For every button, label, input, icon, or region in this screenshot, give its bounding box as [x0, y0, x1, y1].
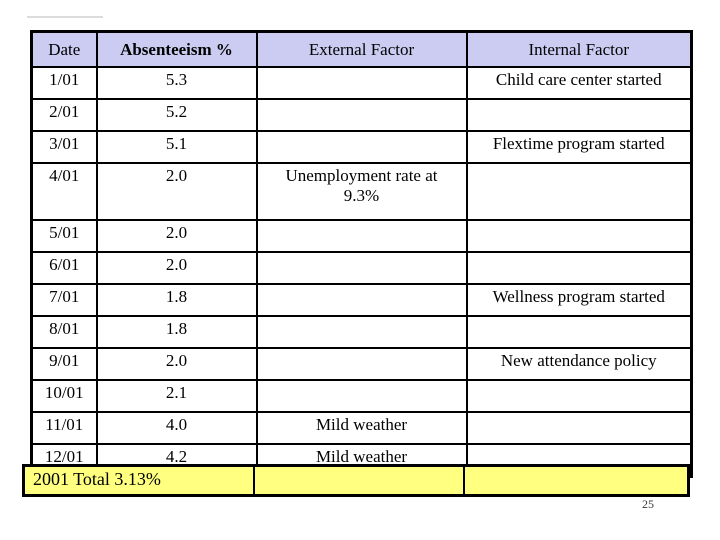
total-label: 2001 Total 3.13% — [25, 467, 255, 494]
header-cell-date: Date — [30, 30, 98, 68]
table-row: 3/01 5.1 Flextime program started — [30, 130, 693, 164]
cell-internal-factor: Child care center started — [465, 66, 693, 100]
cell-external-factor — [255, 130, 468, 164]
cell-absenteeism: 2.1 — [95, 379, 258, 413]
cell-external-factor — [255, 379, 468, 413]
cell-external-factor — [255, 98, 468, 132]
total-row: 2001 Total 3.13% — [22, 464, 690, 497]
cell-external-factor — [255, 66, 468, 100]
table-row: 11/01 4.0 Mild weather — [30, 411, 693, 445]
cell-date: 8/01 — [30, 315, 98, 349]
header-cell-internal-factor: Internal Factor — [465, 30, 693, 68]
cell-date: 5/01 — [30, 219, 98, 253]
cell-date: 2/01 — [30, 98, 98, 132]
cell-absenteeism: 1.8 — [95, 315, 258, 349]
cell-internal-factor — [465, 379, 693, 413]
table-header-row: Date Absenteeism % External Factor Inter… — [30, 30, 693, 68]
cell-absenteeism: 2.0 — [95, 162, 258, 221]
cell-absenteeism: 2.0 — [95, 347, 258, 381]
cell-external-factor: Unemployment rate at 9.3% — [255, 162, 468, 221]
cell-absenteeism: 1.8 — [95, 283, 258, 317]
cell-internal-factor — [465, 315, 693, 349]
total-internal-cell — [465, 467, 687, 494]
table-row: 9/01 2.0 New attendance policy — [30, 347, 693, 381]
cell-absenteeism: 2.0 — [95, 219, 258, 253]
cell-external-factor — [255, 219, 468, 253]
cell-date: 11/01 — [30, 411, 98, 445]
table-row: 5/01 2.0 — [30, 219, 693, 253]
cell-external-factor — [255, 315, 468, 349]
table-row: 10/01 2.1 — [30, 379, 693, 413]
cell-external-factor: Mild weather — [255, 411, 468, 445]
cell-date: 6/01 — [30, 251, 98, 285]
cell-internal-factor — [465, 411, 693, 445]
slide-page-number: 25 — [642, 497, 654, 511]
cell-internal-factor: Wellness program started — [465, 283, 693, 317]
header-cell-absenteeism: Absenteeism % — [95, 30, 258, 68]
cell-internal-factor — [465, 98, 693, 132]
slide-artifact-line — [27, 16, 103, 18]
table-row: 2/01 5.2 — [30, 98, 693, 132]
cell-date: 3/01 — [30, 130, 98, 164]
cell-date: 9/01 — [30, 347, 98, 381]
cell-internal-factor: New attendance policy — [465, 347, 693, 381]
cell-absenteeism: 5.3 — [95, 66, 258, 100]
table-row: 8/01 1.8 — [30, 315, 693, 349]
table-row: 1/01 5.3 Child care center started — [30, 66, 693, 100]
cell-absenteeism: 4.0 — [95, 411, 258, 445]
cell-internal-factor — [465, 251, 693, 285]
cell-internal-factor: Flextime program started — [465, 130, 693, 164]
cell-internal-factor — [465, 162, 693, 221]
cell-date: 10/01 — [30, 379, 98, 413]
table-row: 4/01 2.0 Unemployment rate at 9.3% — [30, 162, 693, 221]
cell-absenteeism: 2.0 — [95, 251, 258, 285]
cell-external-factor — [255, 283, 468, 317]
cell-external-factor — [255, 251, 468, 285]
table-row: 6/01 2.0 — [30, 251, 693, 285]
total-external-cell — [255, 467, 465, 494]
table-row: 7/01 1.8 Wellness program started — [30, 283, 693, 317]
cell-absenteeism: 5.1 — [95, 130, 258, 164]
cell-internal-factor — [465, 219, 693, 253]
header-cell-external-factor: External Factor — [255, 30, 468, 68]
absenteeism-table: Date Absenteeism % External Factor Inter… — [30, 30, 693, 478]
cell-external-factor — [255, 347, 468, 381]
cell-date: 7/01 — [30, 283, 98, 317]
cell-absenteeism: 5.2 — [95, 98, 258, 132]
cell-date: 4/01 — [30, 162, 98, 221]
cell-date: 1/01 — [30, 66, 98, 100]
